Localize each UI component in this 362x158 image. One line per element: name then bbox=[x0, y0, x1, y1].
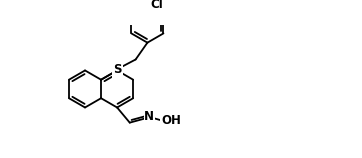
Text: N: N bbox=[112, 64, 122, 77]
Text: S: S bbox=[113, 63, 121, 76]
Text: OH: OH bbox=[161, 114, 181, 128]
Text: N: N bbox=[144, 110, 154, 123]
Text: Cl: Cl bbox=[150, 0, 163, 11]
